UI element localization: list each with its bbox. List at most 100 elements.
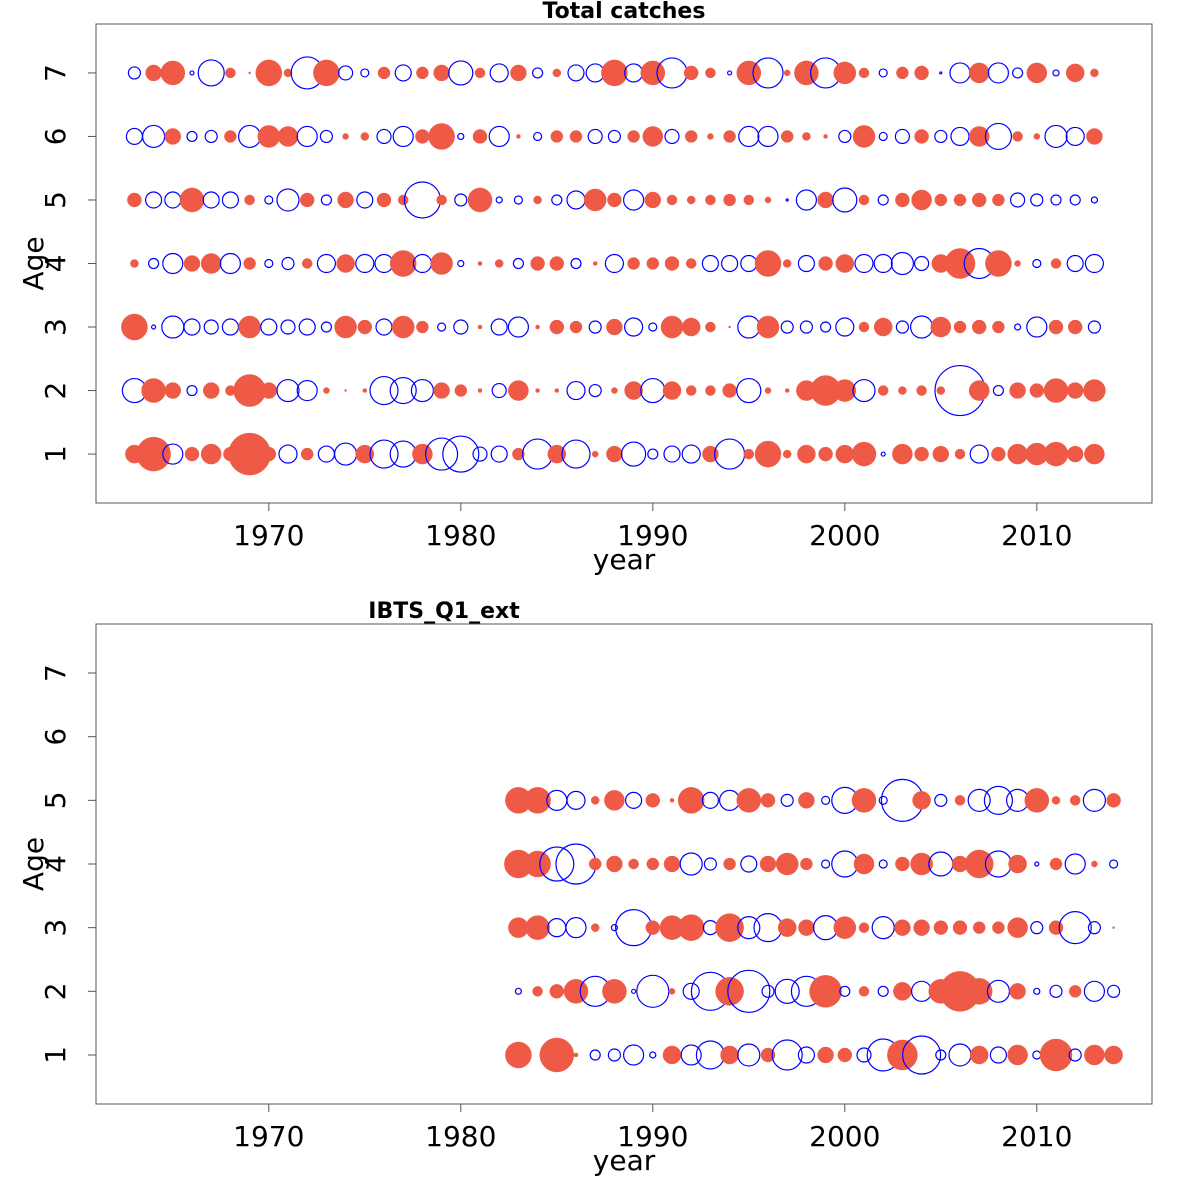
- bubble: [337, 191, 354, 209]
- bubble: [569, 320, 583, 334]
- bubble: [644, 191, 662, 209]
- bubble: [664, 256, 680, 271]
- bubble: [878, 68, 888, 78]
- bubble: [984, 122, 1013, 151]
- bubble: [1007, 443, 1028, 465]
- bubble: [323, 387, 330, 394]
- bubble: [877, 194, 889, 206]
- bubble: [1048, 319, 1064, 335]
- bubble: [377, 66, 391, 80]
- bubble: [783, 69, 791, 77]
- bubble: [160, 60, 186, 86]
- bubble: [953, 193, 967, 207]
- y-tick-label: 3: [39, 318, 72, 336]
- bubble: [1049, 857, 1063, 871]
- bubble: [630, 988, 637, 994]
- y-tick-label: 2: [39, 382, 72, 400]
- bubble: [606, 855, 623, 873]
- bubble: [878, 795, 888, 805]
- bubble: [430, 252, 453, 275]
- bubble: [601, 59, 628, 87]
- bubble: [301, 258, 313, 269]
- bubble: [736, 60, 762, 86]
- plot-frame: [95, 623, 1153, 1105]
- bubble: [895, 856, 910, 872]
- bubble: [837, 1047, 853, 1063]
- bubble: [701, 791, 720, 809]
- bubble: [833, 379, 857, 402]
- bubble: [910, 852, 933, 876]
- bubble: [968, 126, 990, 147]
- bubble: [505, 1041, 532, 1069]
- bubble: [895, 192, 910, 208]
- bubble: [737, 916, 761, 940]
- bubble: [705, 385, 716, 396]
- bubble: [648, 322, 658, 332]
- bubble: [1066, 382, 1084, 399]
- bubble: [858, 67, 870, 79]
- bubble: [895, 320, 910, 334]
- bubble: [715, 977, 744, 1006]
- bubble: [1084, 253, 1105, 274]
- bubble: [257, 125, 281, 148]
- bubble: [535, 324, 540, 330]
- bubble: [224, 130, 237, 143]
- bubble: [894, 128, 911, 145]
- bubble: [737, 1043, 761, 1067]
- y-tick-label: 1: [39, 1046, 72, 1064]
- bubble: [1030, 193, 1044, 207]
- bubble: [701, 254, 720, 273]
- x-tick-label: 2000: [809, 519, 880, 552]
- bubble: [604, 253, 625, 274]
- x-tick-label: 1980: [425, 1120, 496, 1153]
- bubble: [723, 130, 736, 143]
- bubble: [516, 134, 521, 139]
- bubble: [260, 318, 278, 336]
- bubble: [1083, 379, 1106, 402]
- x-tick-label: 2010: [1001, 1120, 1072, 1153]
- bubble: [355, 444, 375, 464]
- bubble: [873, 253, 893, 274]
- bubble: [490, 445, 508, 463]
- bubble: [932, 445, 950, 463]
- bubble: [510, 64, 527, 82]
- bubble: [1091, 860, 1098, 868]
- bubble: [1066, 445, 1084, 463]
- bubble: [968, 62, 990, 84]
- bubble: [775, 852, 799, 876]
- bubble: [488, 125, 510, 148]
- bubble: [299, 192, 315, 208]
- chart-title: IBTS_Q1_ext: [368, 599, 520, 624]
- x-tick-label: 1990: [617, 519, 688, 552]
- bubble: [636, 974, 670, 1008]
- bubble: [934, 129, 948, 144]
- bubble: [1090, 68, 1099, 78]
- bubble: [820, 795, 831, 805]
- y-tick-label: 5: [39, 791, 72, 809]
- bubble: [264, 195, 274, 205]
- bubble: [530, 256, 545, 271]
- chart-title: Total catches: [543, 0, 706, 24]
- bubble: [627, 257, 640, 270]
- bubble: [607, 1048, 622, 1062]
- bubble: [219, 252, 241, 275]
- bubble: [204, 129, 218, 144]
- bubble: [591, 450, 599, 458]
- bubble: [415, 129, 430, 144]
- bubble: [494, 259, 504, 268]
- bubble: [539, 846, 575, 882]
- bubble: [969, 1045, 989, 1065]
- bubble: [992, 193, 1005, 207]
- bubble: [1012, 131, 1023, 142]
- bubble: [784, 388, 790, 393]
- bubble: [760, 1047, 776, 1063]
- bubble: [317, 445, 335, 463]
- bubble: [338, 65, 354, 81]
- bubble: [1083, 980, 1106, 1002]
- bubble: [1090, 196, 1099, 204]
- bubble: [965, 978, 993, 1005]
- bubble: [809, 975, 842, 1008]
- bubble: [723, 193, 736, 207]
- bubble: [964, 849, 994, 879]
